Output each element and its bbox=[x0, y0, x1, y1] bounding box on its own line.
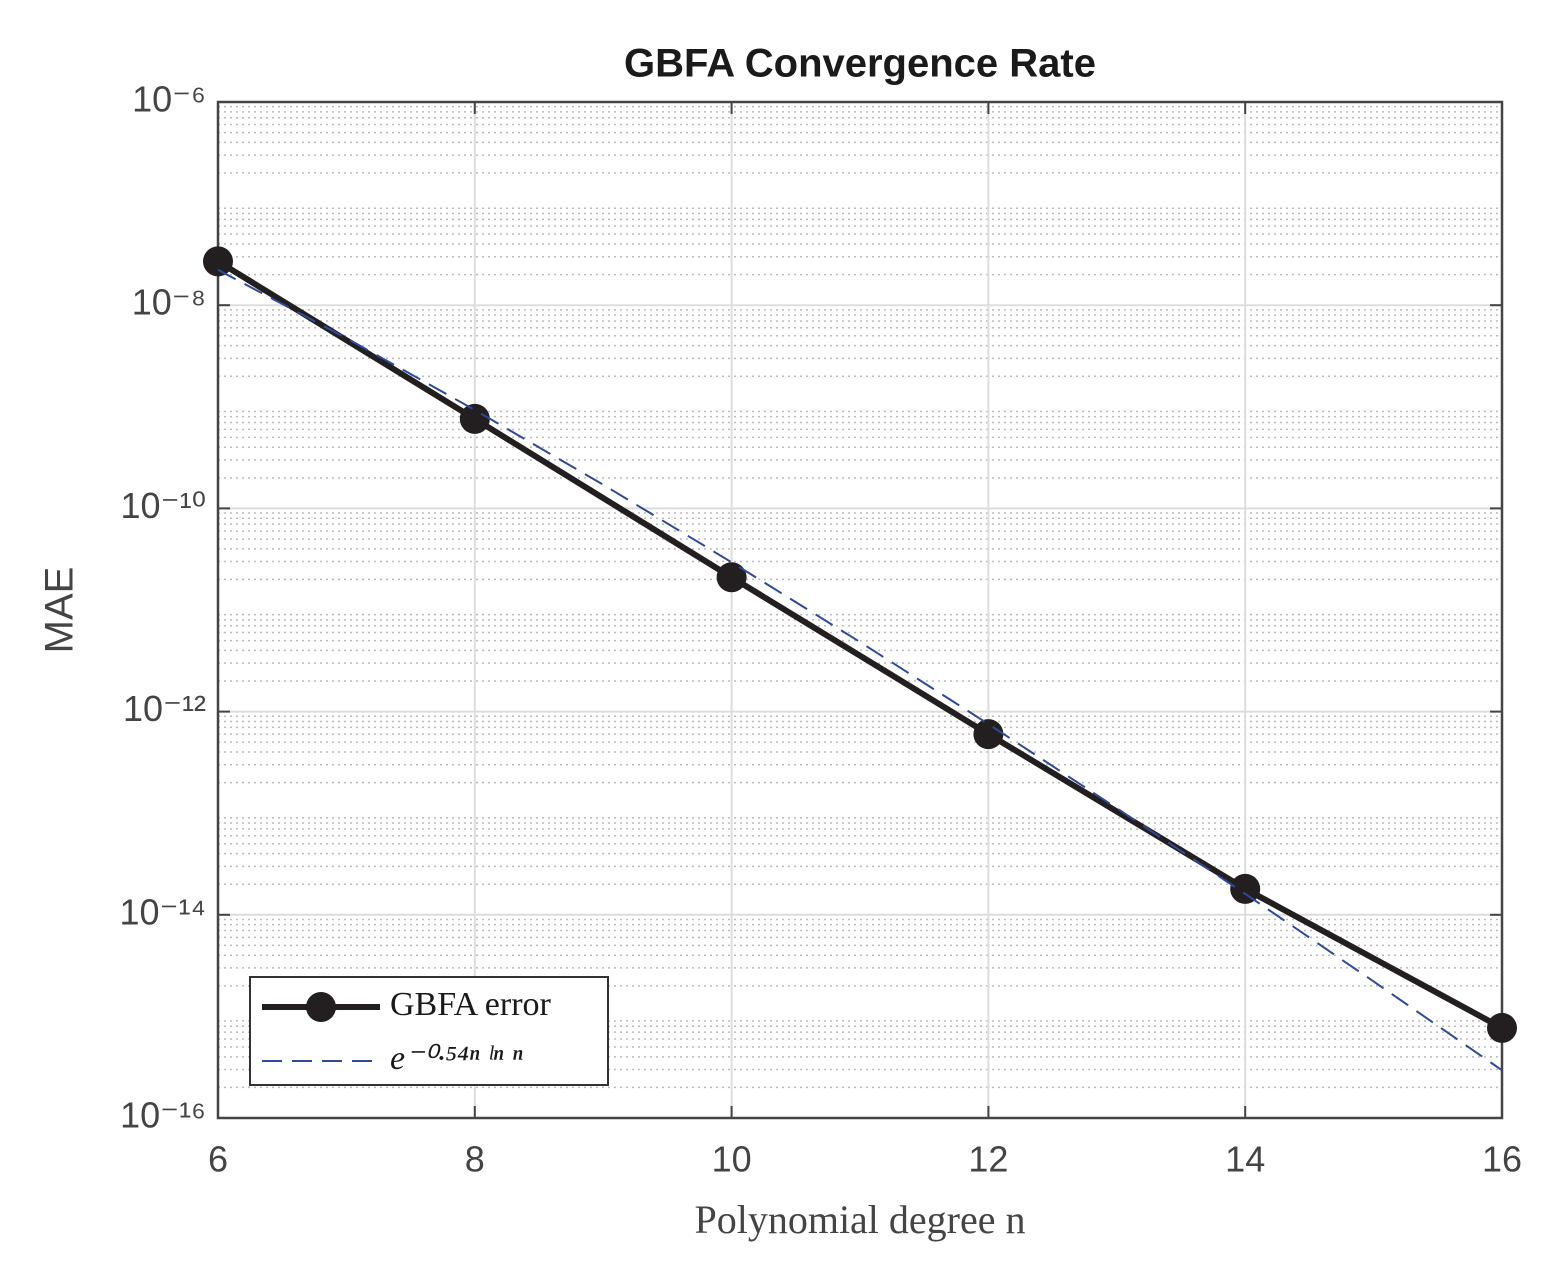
chart-title: GBFA Convergence Rate bbox=[624, 42, 1096, 86]
data-point bbox=[1230, 873, 1261, 904]
x-axis-label: Polynomial degree n bbox=[694, 1197, 1025, 1242]
y-tick-label: 10⁻¹⁰ bbox=[121, 485, 206, 526]
data-point bbox=[973, 719, 1004, 750]
y-tick-label: 10⁻¹⁴ bbox=[119, 891, 206, 932]
data-point bbox=[203, 246, 233, 277]
x-tick-label: 10 bbox=[712, 1139, 752, 1180]
x-tick-label: 8 bbox=[465, 1139, 485, 1180]
data-point bbox=[459, 403, 490, 434]
y-tick-label: 10⁻⁸ bbox=[132, 282, 206, 323]
y-axis-label: MAE bbox=[38, 567, 82, 654]
x-tick-label: 6 bbox=[208, 1139, 228, 1180]
legend-marker bbox=[306, 992, 336, 1022]
legend-label: GBFA error bbox=[390, 986, 552, 1023]
legend-box bbox=[249, 976, 609, 1086]
y-tick-label: 10⁻¹² bbox=[123, 688, 206, 729]
series-line bbox=[216, 258, 1504, 1031]
y-tick-label: 10⁻¹⁶ bbox=[120, 1095, 206, 1136]
x-tick-label: 16 bbox=[1482, 1139, 1522, 1180]
x-tick-label: 12 bbox=[968, 1139, 1008, 1180]
legend-label: e⁻⁰·⁵⁴ⁿ ˡⁿ ⁿ bbox=[390, 1040, 523, 1077]
plot-frame bbox=[216, 100, 1504, 1120]
data-point bbox=[716, 562, 747, 593]
y-tick-label: 10⁻⁶ bbox=[132, 79, 206, 120]
series-line bbox=[217, 268, 1503, 1072]
data-point bbox=[1487, 1012, 1517, 1043]
x-tick-label: 14 bbox=[1225, 1139, 1265, 1180]
